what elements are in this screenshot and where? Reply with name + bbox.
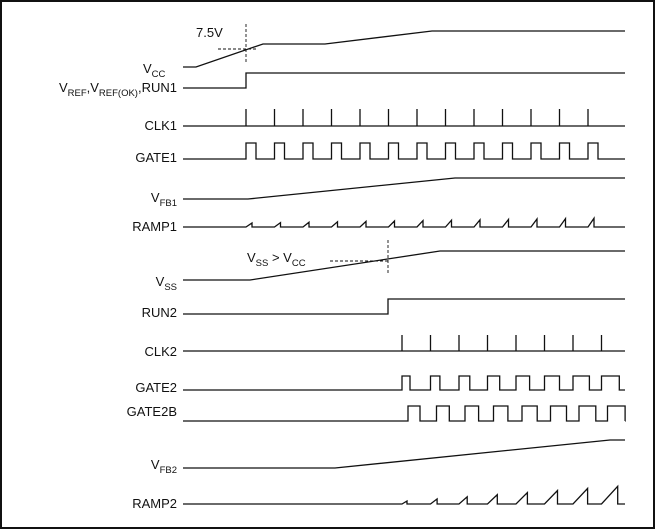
wave-ramp1 <box>183 216 625 228</box>
wave-vref-run1 <box>183 72 625 89</box>
label-run2: RUN2 <box>142 305 177 320</box>
signal-labels: VCC VREF,VREF(OK),RUN1 CLK1 GATE1 VFB1 R… <box>59 61 177 511</box>
waveforms <box>183 30 626 505</box>
label-vfb1: VFB1 <box>151 190 177 209</box>
wave-clk2 <box>183 335 625 352</box>
wave-clk1 <box>183 109 625 127</box>
label-clk1: CLK1 <box>144 118 177 133</box>
vss-gt-vcc-label: VSS > VCC <box>247 250 306 269</box>
wave-ramp2 <box>183 484 625 505</box>
wave-run2 <box>183 298 625 315</box>
wave-gate2 <box>183 375 625 391</box>
label-ramp1: RAMP1 <box>132 219 177 234</box>
wave-vfb2 <box>183 439 625 469</box>
label-gate2: GATE2 <box>135 380 177 395</box>
wave-gate1 <box>183 142 625 160</box>
wave-vss <box>183 250 625 281</box>
label-vref-run1: VREF,VREF(OK),RUN1 <box>59 80 177 99</box>
label-clk2: CLK2 <box>144 344 177 359</box>
label-vss: VSS <box>156 274 177 293</box>
label-vfb2: VFB2 <box>151 457 177 476</box>
label-vcc: VCC <box>143 61 166 80</box>
wave-gate2b <box>183 405 626 422</box>
vcc-threshold-label: 7.5V <box>196 25 223 40</box>
label-gate2b: GATE2B <box>127 404 177 419</box>
annotations: 7.5V VSS > VCC <box>196 24 389 275</box>
label-ramp2: RAMP2 <box>132 496 177 511</box>
wave-vfb1 <box>183 177 625 200</box>
wave-vcc <box>183 30 625 68</box>
label-gate1: GATE1 <box>135 150 177 165</box>
